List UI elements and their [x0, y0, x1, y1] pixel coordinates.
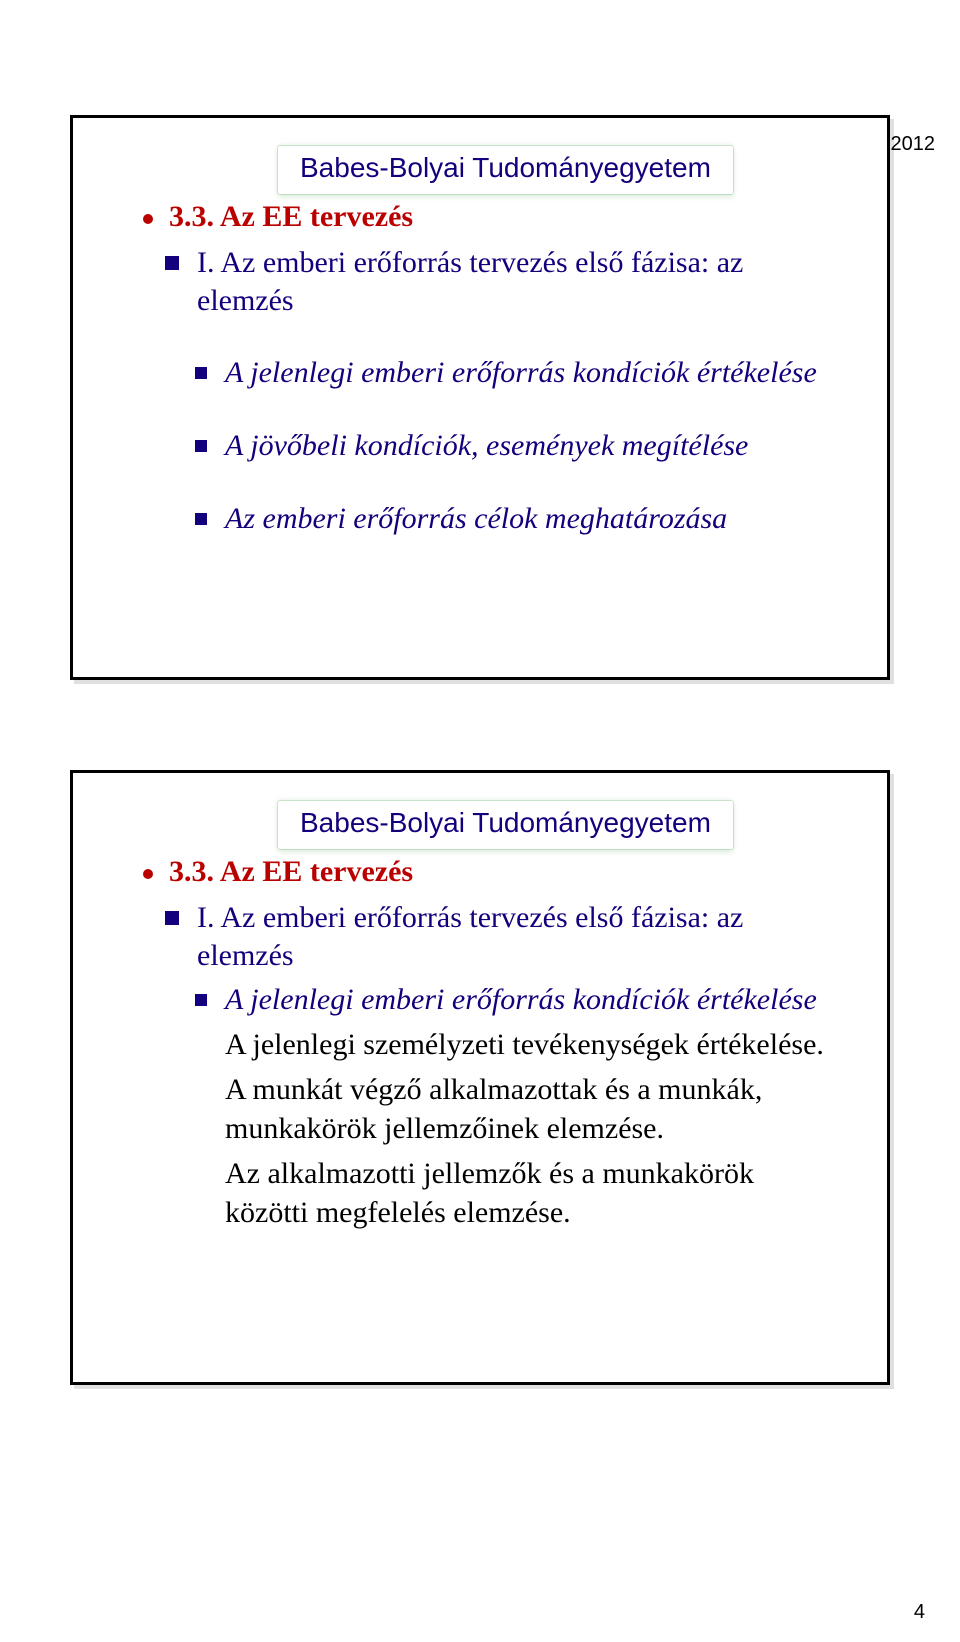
- slide-2-heading-line: I. Az emberi erőforrás tervezés első fáz…: [165, 899, 842, 974]
- slide-2-heading: I. Az emberi erőforrás tervezés első fáz…: [197, 899, 842, 974]
- slide-2-title-line: 3.3. Az EE tervezés: [143, 855, 842, 889]
- slide-1-bullet-2-text: A jövőbeli kondíciók, események megítélé…: [225, 426, 748, 465]
- slide-2-text-3: Az alkalmazotti jellemzők és a munkakörö…: [225, 1154, 842, 1232]
- slide-1-bullet-2: A jövőbeli kondíciók, események megítélé…: [195, 426, 842, 465]
- slide-1-header: Babes-Bolyai Tudományegyetem: [300, 152, 711, 183]
- slide-1-bullet-1-text: A jelenlegi emberi erőforrás kondíciók é…: [225, 353, 817, 392]
- slide-2-title: 3.3. Az EE tervezés: [169, 855, 413, 889]
- bullet-square-icon: [165, 911, 179, 925]
- slide-1-title-line: 3.3. Az EE tervezés: [143, 200, 842, 234]
- slide-1-heading: I. Az emberi erőforrás tervezés első fáz…: [197, 244, 842, 319]
- slide-1-header-box: Babes-Bolyai Tudományegyetem: [278, 146, 733, 194]
- slide-1-heading-line: I. Az emberi erőforrás tervezés első fáz…: [165, 244, 842, 319]
- slide-2-text-2: A munkát végző alkalmazottak és a munkák…: [225, 1070, 842, 1148]
- bullet-dot-icon: [143, 869, 153, 879]
- slide-2-header: Babes-Bolyai Tudományegyetem: [300, 807, 711, 838]
- page-number: 4: [914, 1601, 925, 1624]
- slide-2-bullet-1: A jelenlegi emberi erőforrás kondíciók é…: [195, 980, 842, 1019]
- bullet-square-icon: [195, 513, 207, 525]
- bullet-square-icon: [195, 367, 207, 379]
- bullet-dot-icon: [143, 214, 153, 224]
- slide-1: Babes-Bolyai Tudományegyetem 3.3. Az EE …: [70, 115, 890, 680]
- slide-1-bullet-3: Az emberi erőforrás célok meghatározása: [195, 499, 842, 538]
- slide-1-title: 3.3. Az EE tervezés: [169, 200, 413, 234]
- slide-2-bullet-1-text: A jelenlegi emberi erőforrás kondíciók é…: [225, 980, 817, 1019]
- slide-2-text-2-line: A munkát végző alkalmazottak és a munkák…: [195, 1070, 842, 1148]
- slide-2-text-3-line: Az alkalmazotti jellemzők és a munkakörö…: [195, 1154, 842, 1232]
- slide-2-header-box: Babes-Bolyai Tudományegyetem: [278, 801, 733, 849]
- bullet-square-icon: [195, 994, 207, 1006]
- slide-2-text-1: A jelenlegi személyzeti tevékenységek ér…: [225, 1025, 824, 1064]
- slide-1-bullet-3-text: Az emberi erőforrás célok meghatározása: [225, 499, 727, 538]
- slide-2: Babes-Bolyai Tudományegyetem 3.3. Az EE …: [70, 770, 890, 1385]
- slide-2-text-1-line: A jelenlegi személyzeti tevékenységek ér…: [195, 1025, 842, 1064]
- slide-1-bullet-1: A jelenlegi emberi erőforrás kondíciók é…: [195, 353, 842, 392]
- bullet-square-icon: [165, 256, 179, 270]
- bullet-square-icon: [195, 440, 207, 452]
